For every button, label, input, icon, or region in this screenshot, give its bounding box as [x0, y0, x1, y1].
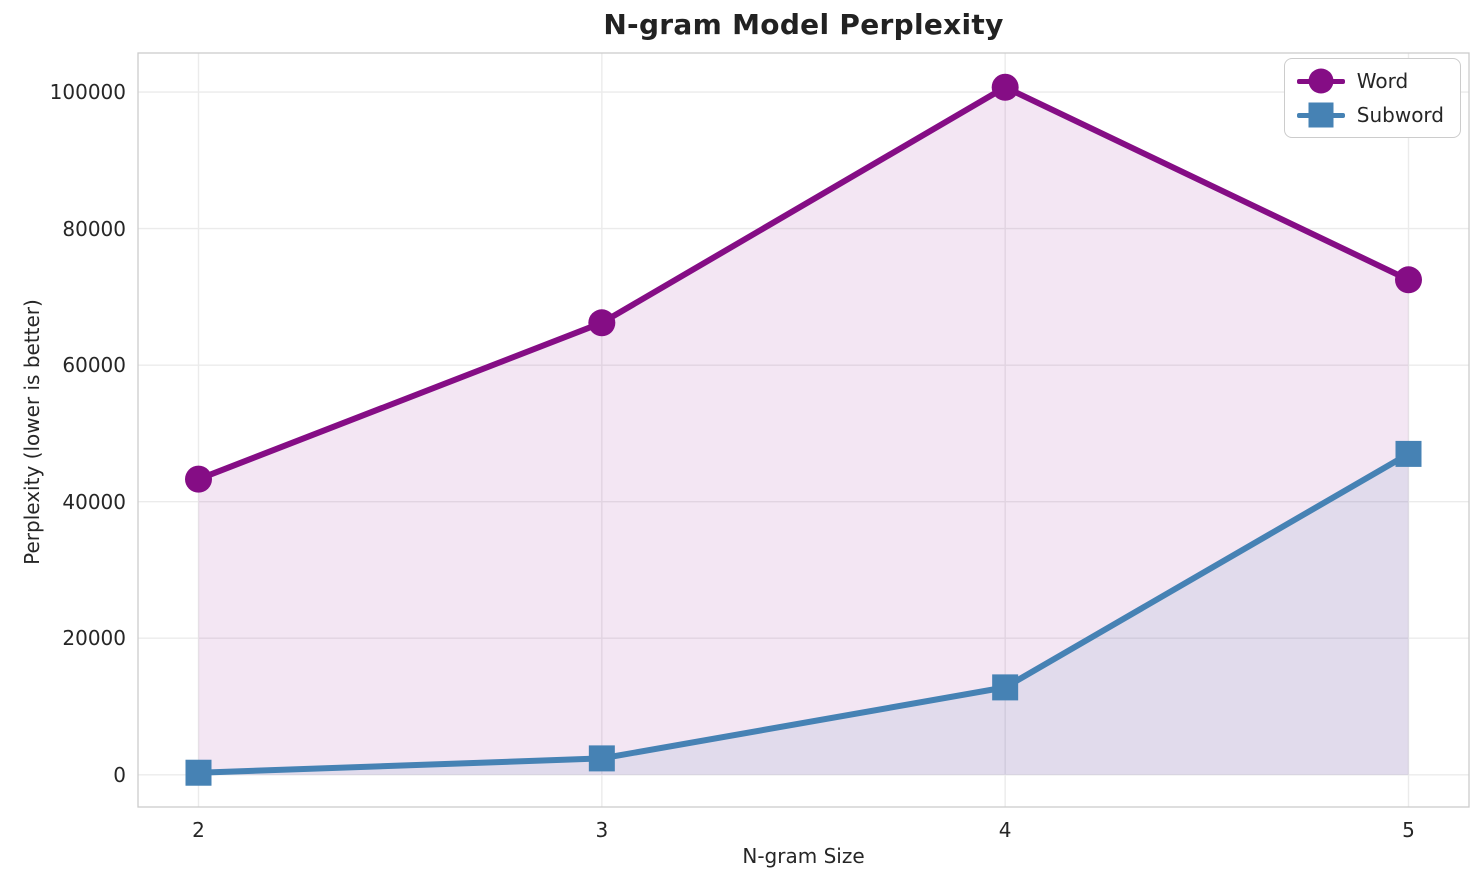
area-fill-subword	[198, 453, 1409, 775]
x-tick-label: 2	[192, 818, 205, 842]
circle-marker-word	[185, 465, 212, 493]
square-marker-icon	[1296, 101, 1345, 129]
legend-item-subword: Subword	[1296, 101, 1444, 129]
area-fill-word	[198, 87, 1409, 775]
series-line-word	[195, 84, 1412, 483]
y-tick-label: 40000	[62, 489, 126, 514]
y-tick-label: 100000	[49, 80, 126, 105]
y-tick-label: 20000	[62, 626, 126, 651]
circle-marker-icon	[1296, 67, 1345, 95]
circle-marker-word	[588, 309, 616, 337]
legend: Word Subword	[1283, 58, 1461, 138]
square-marker-subword	[588, 745, 615, 772]
x-tick-label: 3	[595, 818, 609, 842]
series-line-subword	[195, 450, 1412, 776]
circle-marker-word	[991, 73, 1019, 101]
square-marker-subword	[992, 674, 1019, 701]
x-tick-label: 4	[998, 818, 1012, 842]
x-axis-label: N-gram Size	[742, 844, 865, 868]
plot-border	[137, 52, 1470, 808]
square-marker-subword	[1395, 440, 1422, 467]
square-marker-subword	[185, 759, 212, 786]
y-tick-label: 80000	[62, 216, 126, 241]
x-tick-label: 5	[1402, 818, 1415, 842]
y-tick-label: 0	[113, 762, 126, 787]
y-tick-label: 60000	[62, 353, 126, 378]
legend-item-word: Word	[1296, 67, 1444, 95]
legend-label: Subword	[1356, 103, 1444, 127]
chart-title: N-gram Model Perplexity	[603, 8, 1004, 41]
legend-label: Word	[1356, 69, 1409, 93]
y-axis-label: Perplexity (lower is better)	[20, 299, 44, 565]
circle-marker-word	[1395, 266, 1422, 294]
